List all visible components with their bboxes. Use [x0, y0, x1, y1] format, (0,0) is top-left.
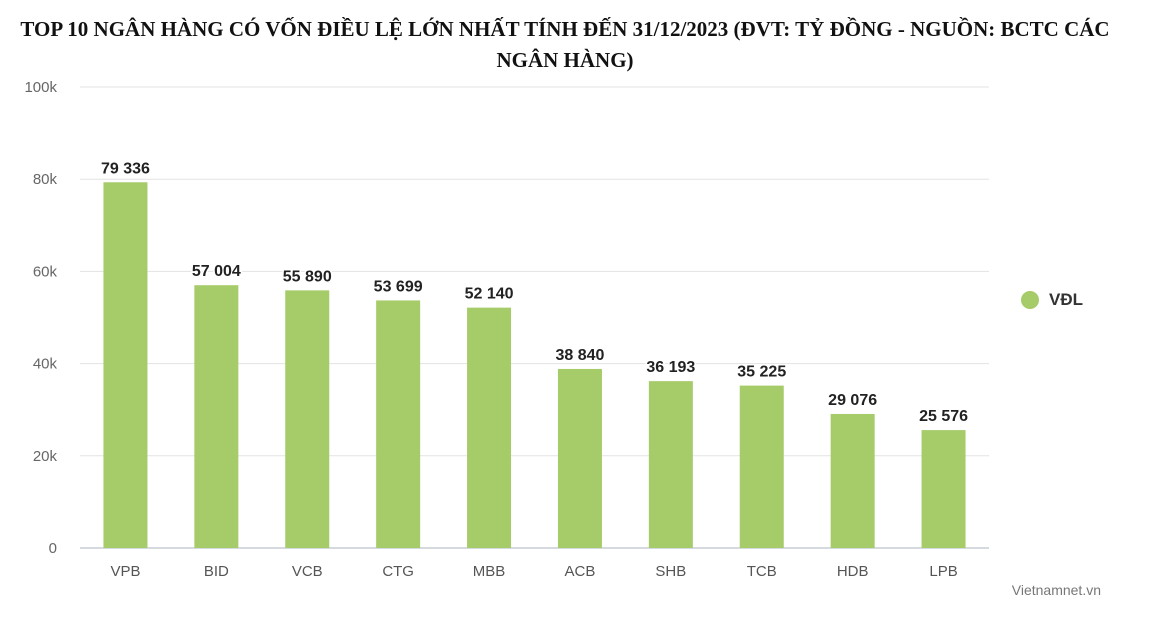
legend-label: VĐL: [1049, 290, 1083, 309]
y-tick-label: 60k: [33, 263, 58, 280]
bar-vpb: [103, 182, 148, 548]
source-credit[interactable]: Vietnamnet.vn: [1011, 582, 1101, 598]
x-tick-label: ACB: [565, 563, 596, 580]
y-tick-label: 40k: [33, 356, 58, 373]
legend-marker-icon: [1021, 291, 1039, 309]
x-axis-ticks: VPB BID VCB CTG MBB ACB SHB TCB HDB LPB: [110, 563, 957, 580]
data-label: 53 699: [374, 278, 423, 295]
x-tick-label: TCB: [747, 563, 777, 580]
data-label: 38 840: [555, 347, 604, 364]
y-tick-label: 80k: [33, 171, 58, 188]
x-tick-label: VCB: [292, 563, 323, 580]
y-tick-label: 100k: [24, 79, 57, 96]
data-label: 29 076: [828, 392, 877, 409]
bar-vcb: [285, 290, 330, 548]
bar-hdb: [830, 413, 875, 548]
data-label: 57 004: [192, 263, 241, 280]
bar-tcb: [739, 385, 784, 548]
bar-bid: [194, 285, 239, 548]
bar-mbb: [467, 307, 512, 548]
bar-acb: [557, 368, 602, 548]
y-tick-label: 20k: [33, 448, 58, 465]
x-tick-label: LPB: [929, 563, 957, 580]
data-label: 36 193: [646, 359, 695, 376]
bar-lpb: [921, 430, 966, 548]
y-axis-ticks: 0 20k 40k 60k 80k 100k: [24, 79, 57, 557]
y-tick-label: 0: [49, 540, 57, 557]
x-tick-label: BID: [204, 563, 229, 580]
data-label: 35 225: [737, 364, 786, 381]
chart-title: TOP 10 NGÂN HÀNG CÓ VỐN ĐIỀU LỆ LỚN NHẤT…: [20, 17, 1110, 72]
data-label: 79 336: [101, 160, 150, 177]
bar-shb: [648, 381, 693, 548]
data-label: 52 140: [465, 286, 514, 303]
data-label: 25 576: [919, 408, 968, 425]
data-labels: 79 336 57 004 55 890 53 699 52 140 38 840 36 1…: [99, 159, 969, 427]
bars: [103, 182, 966, 548]
x-tick-label: HDB: [837, 563, 869, 580]
x-tick-label: MBB: [473, 563, 506, 580]
x-tick-label: VPB: [110, 563, 140, 580]
bar-ctg: [376, 300, 421, 548]
x-tick-label: CTG: [382, 563, 414, 580]
legend[interactable]: VĐL: [1021, 290, 1083, 310]
data-label: 55 890: [283, 268, 332, 285]
x-tick-label: SHB: [655, 563, 686, 580]
